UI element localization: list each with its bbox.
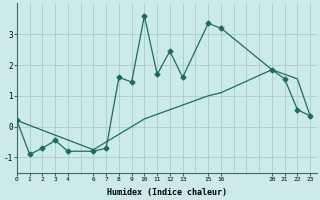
X-axis label: Humidex (Indice chaleur): Humidex (Indice chaleur) (107, 188, 227, 197)
